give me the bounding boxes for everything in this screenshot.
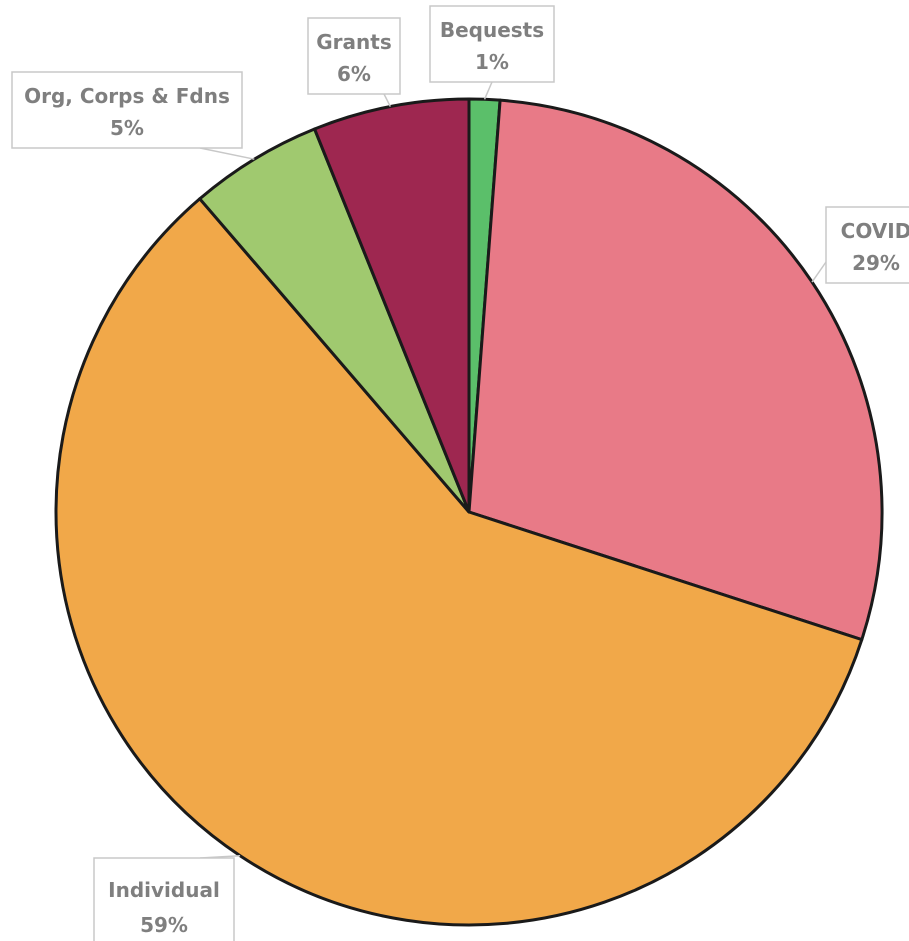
callout-covid-label: COVID — [841, 219, 909, 243]
callout-individual-label: Individual — [108, 878, 220, 902]
callout-grants: Grants 6% — [307, 17, 401, 95]
callout-covid-percent: 29% — [852, 251, 900, 275]
pie-slice-covid — [467, 98, 884, 642]
callout-individual-percent: 59% — [140, 913, 188, 937]
callout-bequests-percent: 1% — [475, 50, 509, 74]
callout-org-label: Org, Corps & Fdns — [24, 84, 230, 108]
callout-org-corps-fdns: Org, Corps & Fdns 5% — [11, 71, 243, 149]
callout-bequests: Bequests 1% — [429, 5, 555, 83]
pie-slices — [54, 97, 884, 927]
callout-grants-label: Grants — [316, 30, 391, 54]
callout-grants-percent: 6% — [337, 62, 371, 86]
callout-org-percent: 5% — [110, 116, 144, 140]
leader-line-grants — [383, 93, 392, 107]
callout-individual: Individual 59% — [93, 857, 235, 941]
callout-bequests-label: Bequests — [440, 18, 544, 42]
leader-line-covid — [811, 261, 827, 283]
leader-line-bequests — [483, 81, 493, 100]
callout-covid: COVID 29% — [825, 206, 909, 284]
leader-line-org-corps-fdns — [199, 147, 255, 160]
callout-labels: Bequests 1% COVID 29% Individual 59% Org… — [11, 5, 909, 941]
